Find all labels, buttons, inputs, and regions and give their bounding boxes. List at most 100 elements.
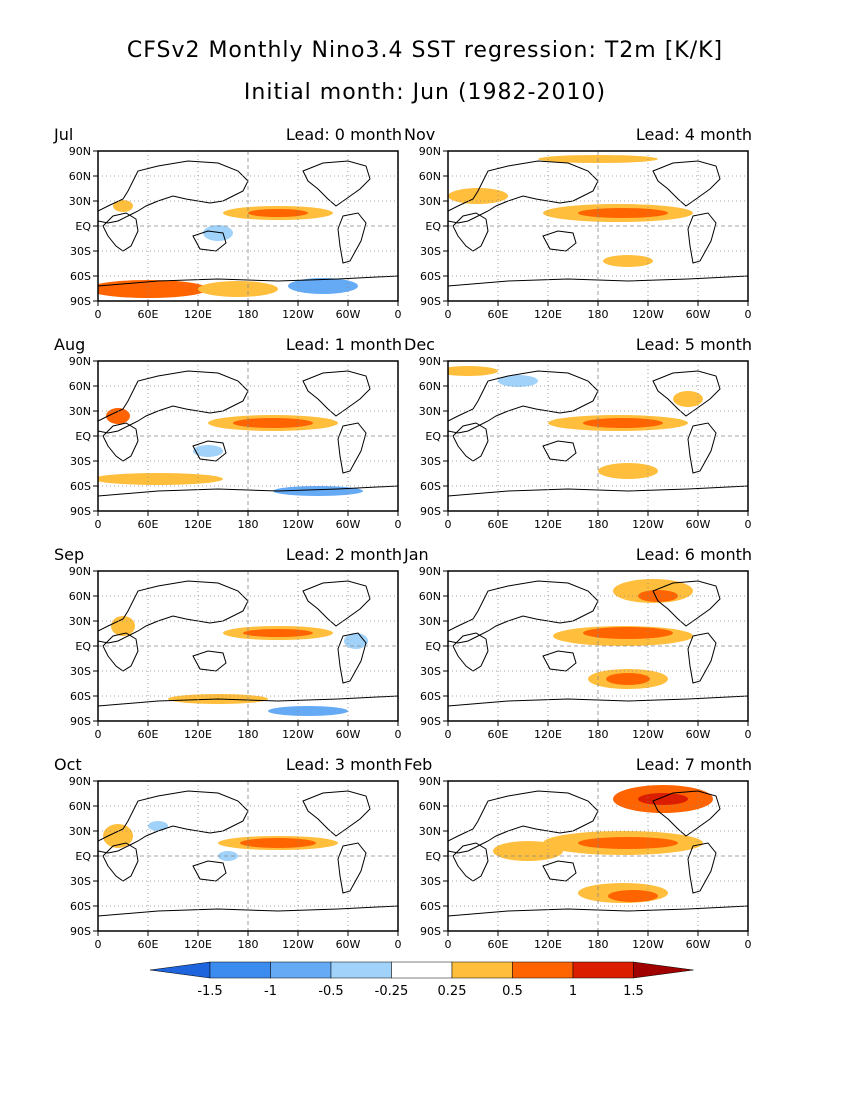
anomaly-region bbox=[598, 463, 658, 479]
anomaly-region bbox=[608, 890, 658, 902]
coastline bbox=[652, 370, 721, 417]
anomaly-region bbox=[606, 673, 650, 685]
map-panel-nov: Nov Lead: 4 month 90N 60N 30N EQ 30S 60S 90S 0 6… bbox=[400, 125, 760, 325]
lat-tick-label: 30N bbox=[419, 825, 441, 838]
lat-tick-label: 90N bbox=[69, 775, 91, 788]
lon-tick-label: 120E bbox=[184, 518, 212, 531]
coastline bbox=[452, 212, 489, 252]
lon-tick-label: 60E bbox=[138, 518, 159, 531]
lon-tick-label: 180 bbox=[588, 728, 609, 741]
panel-month: Feb bbox=[404, 755, 433, 774]
anomaly-region bbox=[448, 188, 508, 204]
anomaly-region bbox=[248, 209, 308, 217]
anomaly-region bbox=[233, 418, 313, 428]
lat-tick-label: 30N bbox=[69, 405, 91, 418]
lat-tick-label: 90S bbox=[70, 505, 91, 518]
coastline bbox=[652, 580, 721, 627]
lat-tick-label: 30S bbox=[420, 875, 441, 888]
map-panel-jan: Jan Lead: 6 month 90N 60N 30N EQ 30S 60S 90S 0 6… bbox=[400, 545, 760, 745]
coastline bbox=[98, 580, 249, 644]
lon-tick-label: 60E bbox=[488, 938, 509, 951]
anomaly-region bbox=[193, 445, 223, 457]
coastline bbox=[98, 790, 249, 854]
map-plot: 90N 60N 30N EQ 30S 60S 90S 0 60E 120E 180 120W 60W 0 bbox=[69, 565, 402, 741]
anomaly-shading bbox=[448, 579, 748, 707]
anomaly-region bbox=[638, 793, 688, 805]
anomaly-region bbox=[578, 208, 668, 218]
colorbar-label: -1.5 bbox=[197, 984, 222, 999]
anomaly-region bbox=[578, 837, 678, 849]
panel-lead: Lead: 4 month bbox=[635, 125, 752, 144]
anomaly-shading bbox=[98, 370, 398, 497]
lon-tick-label: 180 bbox=[588, 518, 609, 531]
coastline bbox=[192, 650, 227, 672]
lat-tick-label: 30S bbox=[70, 665, 91, 678]
coastline bbox=[302, 160, 371, 207]
coastline bbox=[452, 842, 489, 882]
coastline bbox=[542, 860, 577, 882]
anomaly-region bbox=[583, 627, 673, 639]
map-panel-feb: Feb Lead: 7 month 90N 60N 30N EQ 30S 60S 90S 0 6… bbox=[400, 755, 760, 955]
colorbar-arrow-low bbox=[150, 961, 211, 979]
lat-tick-label: 60S bbox=[420, 480, 441, 493]
anomaly-region bbox=[448, 366, 498, 376]
lat-tick-label: 30S bbox=[420, 665, 441, 678]
lon-tick-label: 0 bbox=[395, 728, 402, 741]
anomaly-region bbox=[198, 281, 278, 297]
lat-tick-label: 30S bbox=[70, 245, 91, 258]
map-panel-aug: Aug Lead: 1 month 90N 60N 30N EQ 30S 60S 90S 0 6… bbox=[50, 335, 410, 535]
lat-tick-label: 90N bbox=[69, 145, 91, 158]
lon-tick-label: 60E bbox=[138, 728, 159, 741]
coastline bbox=[98, 370, 249, 434]
lat-tick-label: 60S bbox=[70, 480, 91, 493]
lat-tick-label: EQ bbox=[425, 220, 441, 233]
map-plot: 90N 60N 30N EQ 30S 60S 90S 0 60E 120E 180 120W 60W 0 bbox=[419, 565, 752, 741]
coastline bbox=[448, 160, 599, 224]
colorbar-label: 0.5 bbox=[502, 984, 523, 999]
lon-tick-label: 0 bbox=[395, 308, 402, 321]
coastline bbox=[302, 790, 371, 837]
coastline bbox=[542, 650, 577, 672]
lon-tick-label: 0 bbox=[95, 518, 102, 531]
map-plot: 90N 60N 30N EQ 30S 60S 90S 0 60E 120E 180 120W 60W 0 bbox=[69, 145, 402, 321]
lat-tick-label: 30S bbox=[70, 455, 91, 468]
panel-lead: Lead: 0 month bbox=[285, 125, 402, 144]
lon-tick-label: 180 bbox=[238, 308, 259, 321]
coastline bbox=[337, 422, 367, 474]
lat-tick-label: 30S bbox=[420, 455, 441, 468]
lon-tick-label: 180 bbox=[238, 938, 259, 951]
colorbar-label: 1.5 bbox=[623, 984, 644, 999]
lon-tick-label: 120E bbox=[534, 518, 562, 531]
lon-tick-label: 0 bbox=[745, 938, 752, 951]
lat-tick-label: 90S bbox=[420, 925, 441, 938]
colorbar-segment bbox=[330, 961, 392, 979]
lat-tick-label: 90S bbox=[70, 295, 91, 308]
figure-title: CFSv2 Monthly Nino3.4 SST regression: T2… bbox=[126, 38, 724, 63]
anomaly-region bbox=[673, 391, 703, 407]
lat-tick-label: EQ bbox=[425, 850, 441, 863]
anomaly-region bbox=[240, 838, 316, 848]
colorbar-label: 1 bbox=[569, 984, 577, 999]
lon-tick-label: 0 bbox=[395, 518, 402, 531]
lon-tick-label: 60E bbox=[488, 308, 509, 321]
anomaly-region bbox=[203, 225, 233, 241]
anomaly-region bbox=[603, 255, 653, 267]
map-panel-jul: Jul Lead: 0 month 90N 60N 30N EQ 30S 60S 90S 0 6… bbox=[50, 125, 410, 325]
lat-tick-label: 90S bbox=[420, 715, 441, 728]
panel-lead: Lead: 3 month bbox=[285, 755, 402, 774]
lon-tick-label: 0 bbox=[445, 518, 452, 531]
coastline bbox=[337, 632, 367, 684]
anomaly-region bbox=[493, 841, 563, 861]
lat-tick-label: 30N bbox=[69, 615, 91, 628]
panel-month: Oct bbox=[54, 755, 82, 774]
lat-tick-label: 60S bbox=[420, 690, 441, 703]
anomaly-shading bbox=[448, 785, 748, 917]
lon-tick-label: 60W bbox=[686, 938, 711, 951]
coastline bbox=[448, 370, 599, 434]
lat-tick-label: EQ bbox=[75, 640, 91, 653]
map-plot: 90N 60N 30N EQ 30S 60S 90S 0 60E 120E 180 120W 60W 0 bbox=[419, 775, 752, 951]
coastline bbox=[448, 790, 599, 854]
panel-month: Jul bbox=[54, 125, 74, 144]
anomaly-region bbox=[583, 418, 663, 428]
lon-tick-label: 120W bbox=[632, 518, 664, 531]
